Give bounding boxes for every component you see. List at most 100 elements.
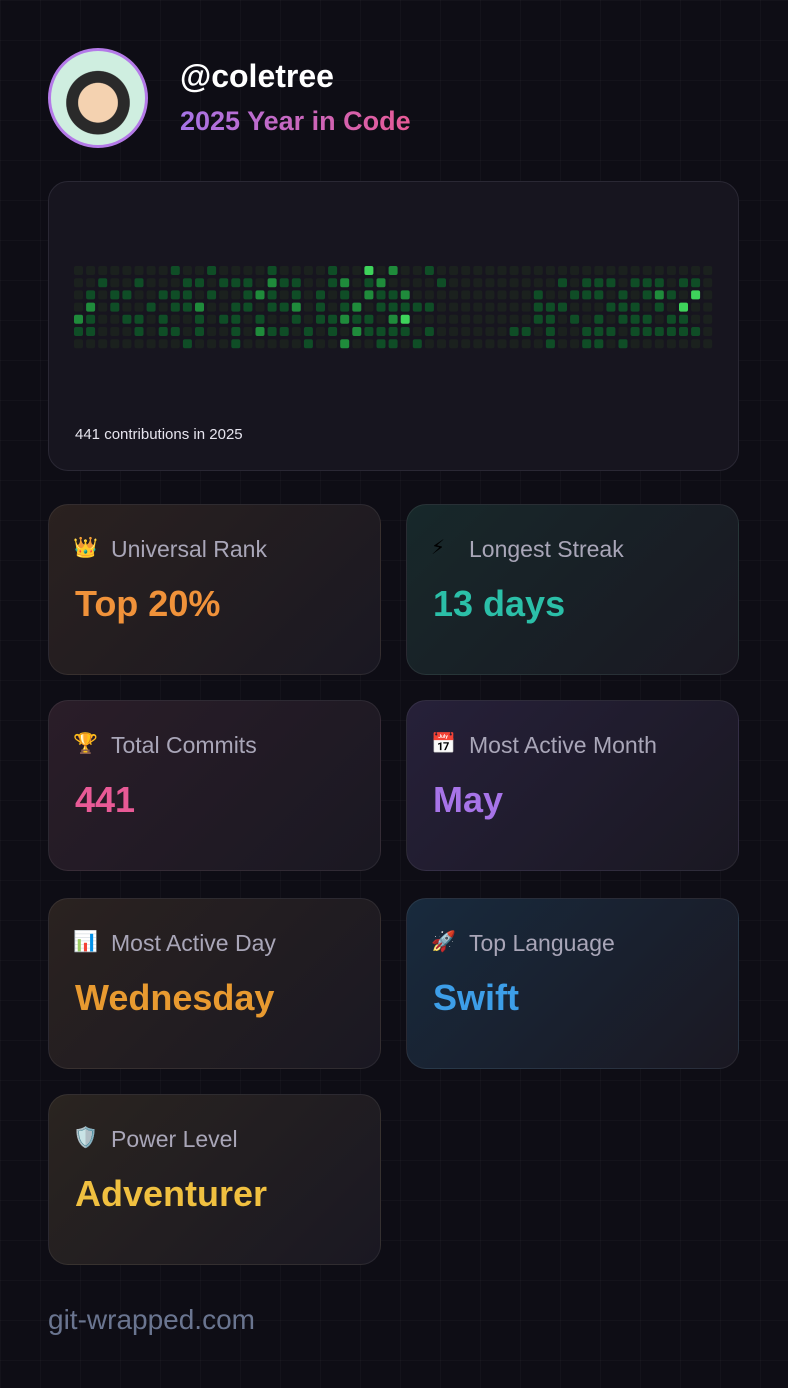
contribution-cell xyxy=(437,302,446,312)
contribution-cell xyxy=(231,339,241,349)
contribution-cell xyxy=(533,302,543,312)
contribution-cell xyxy=(388,266,398,275)
stat-card: 📊 Most Active Day Wednesday xyxy=(48,898,381,1069)
contribution-cell xyxy=(497,327,507,336)
contribution-cell xyxy=(303,327,313,336)
contribution-cell xyxy=(74,266,83,275)
contribution-cell xyxy=(412,290,422,300)
contribution-cell xyxy=(243,339,253,349)
contribution-cell xyxy=(521,327,531,336)
contribution-cell xyxy=(328,327,338,336)
contribution-cell xyxy=(170,278,180,288)
contribution-cell xyxy=(158,266,168,275)
stat-label: Total Commits xyxy=(111,732,257,758)
contribution-cell xyxy=(412,339,422,349)
contribution-cell xyxy=(606,278,616,288)
contribution-cell xyxy=(86,302,96,312)
contribution-cell xyxy=(303,278,313,288)
contribution-cell xyxy=(328,290,338,300)
contribution-cell xyxy=(497,302,507,312)
contribution-cell xyxy=(412,314,422,324)
contribution-cell xyxy=(243,327,253,336)
contribution-cell xyxy=(279,266,289,275)
contribution-cell xyxy=(340,314,350,324)
contribution-cell xyxy=(449,327,459,336)
contribution-cell xyxy=(424,302,434,312)
contribution-cell xyxy=(364,278,374,288)
contribution-cell xyxy=(376,302,386,312)
contribution-cell xyxy=(594,278,604,288)
contribution-cell xyxy=(122,278,132,288)
contribution-cell xyxy=(364,302,374,312)
contribution-cell xyxy=(703,278,713,288)
contribution-cell xyxy=(110,327,120,336)
contribution-cell xyxy=(182,266,192,275)
contribution-cell xyxy=(594,339,604,349)
contribution-cell xyxy=(412,278,422,288)
contribution-cell xyxy=(691,290,701,300)
contribution-cell xyxy=(243,266,253,275)
contribution-cell xyxy=(267,302,277,312)
contribution-cell xyxy=(666,278,676,288)
contribution-cell xyxy=(243,302,253,312)
contribution-cell xyxy=(485,266,495,275)
subtitle: 2025 Year in Code xyxy=(180,106,411,136)
contribution-cell xyxy=(521,278,531,288)
contribution-cell xyxy=(231,327,241,336)
contribution-cell xyxy=(303,314,313,324)
contribution-cell xyxy=(291,278,301,288)
contribution-cell xyxy=(570,290,580,300)
contribution-cell xyxy=(110,314,120,324)
contribution-cell xyxy=(485,327,495,336)
contribution-cell xyxy=(473,314,483,324)
contribution-cell xyxy=(509,327,519,336)
contribution-cell xyxy=(558,266,567,275)
contribution-cell xyxy=(388,302,398,312)
contribution-cell xyxy=(679,339,688,349)
contribution-cell xyxy=(195,327,204,336)
contribution-cell xyxy=(110,290,120,300)
contribution-cell xyxy=(388,314,398,324)
contribution-cell xyxy=(207,327,217,336)
contribution-cell xyxy=(231,266,241,275)
contribution-cell xyxy=(437,266,446,275)
contribution-cell xyxy=(570,314,580,324)
contribution-cell xyxy=(679,278,688,288)
contribution-cell xyxy=(86,278,96,288)
contribution-cell xyxy=(691,314,701,324)
contribution-cell xyxy=(545,302,555,312)
contribution-cell xyxy=(618,302,628,312)
contribution-cell xyxy=(388,327,398,336)
contribution-cell xyxy=(473,339,483,349)
stat-icon: 📅 xyxy=(431,733,456,755)
contribution-cell xyxy=(533,327,543,336)
contribution-caption: 441 contributions in 2025 xyxy=(75,426,243,443)
stat-icon: 🚀 xyxy=(431,931,456,953)
contribution-cell xyxy=(570,339,580,349)
stat-card: ⚡ Longest Streak 13 days xyxy=(406,504,739,675)
contribution-cell xyxy=(437,327,446,336)
contribution-cell xyxy=(509,290,519,300)
contribution-cell xyxy=(666,302,676,312)
contribution-cell xyxy=(231,314,241,324)
contribution-cell xyxy=(146,266,156,275)
contribution-cell xyxy=(437,278,446,288)
contribution-cell xyxy=(388,339,398,349)
contribution-cell xyxy=(122,327,132,336)
contribution-cell xyxy=(582,266,592,275)
contribution-cell xyxy=(666,327,676,336)
contribution-cell xyxy=(703,302,713,312)
contribution-cell xyxy=(558,278,567,288)
contribution-cell xyxy=(207,339,217,349)
contribution-cell xyxy=(606,266,616,275)
contribution-cell xyxy=(291,327,301,336)
stat-icon: ⚡ xyxy=(431,537,446,559)
contribution-cell xyxy=(340,327,350,336)
contribution-cell xyxy=(691,266,701,275)
contribution-cell xyxy=(461,278,471,288)
contribution-cell xyxy=(255,290,265,300)
contribution-cell xyxy=(485,302,495,312)
contribution-cell xyxy=(582,302,592,312)
contribution-cell xyxy=(412,302,422,312)
contribution-cell xyxy=(255,327,265,336)
